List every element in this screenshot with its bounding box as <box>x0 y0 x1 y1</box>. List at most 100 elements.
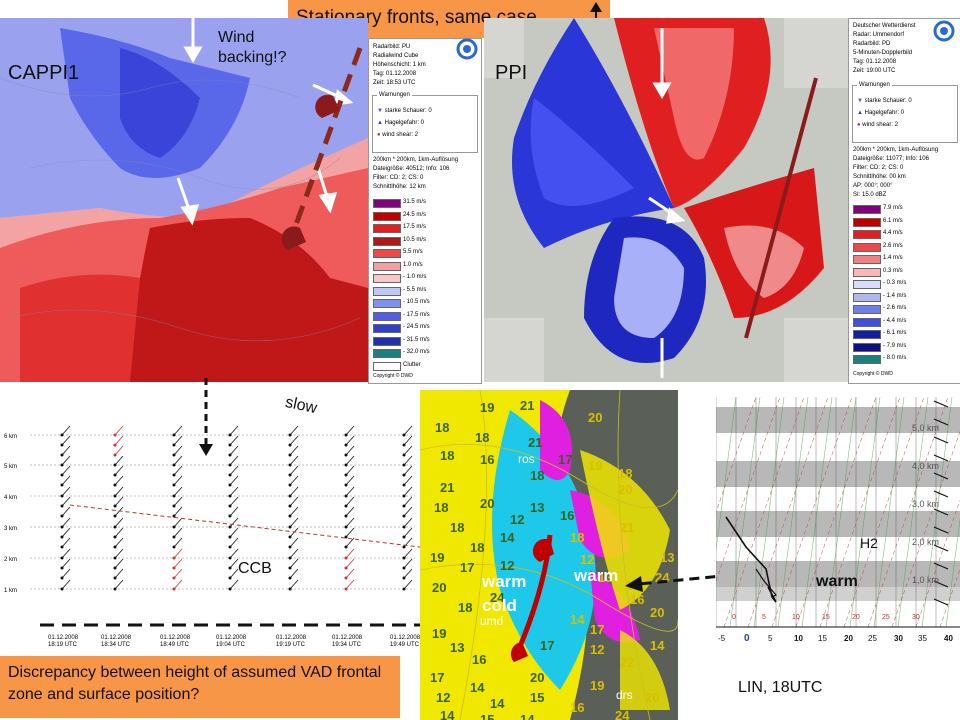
wind-barb <box>114 425 124 436</box>
station-value: 22 <box>620 655 635 670</box>
scale-label: 4.4 m/s <box>883 230 903 236</box>
scale-label: - 1.0 m/s <box>403 274 427 280</box>
wind-barb <box>114 517 124 528</box>
scale-label: 17.5 m/s <box>403 224 427 230</box>
wind-barb <box>289 579 299 590</box>
time-date: 01.12.2008 <box>276 635 307 641</box>
ppi-overlay-arrows <box>648 28 818 378</box>
warnings-box: Warnungen ▼ starke Schauer: 0 ▲ Hagelgef… <box>372 92 478 153</box>
sounding-height-label: 3,0 km <box>912 499 939 509</box>
scale-label: 1.0 m/s <box>403 261 423 268</box>
warn-item-label: starke Schauer: 0 <box>384 108 432 114</box>
scale-swatch <box>373 361 401 371</box>
station-value: 14 <box>570 612 585 627</box>
station-value: 13 <box>660 550 675 565</box>
wind-barb <box>289 548 299 559</box>
wind-barb <box>345 425 355 436</box>
wind-barb <box>173 445 183 456</box>
ppi-radar-map <box>484 18 848 382</box>
wind-barb <box>403 527 413 538</box>
warn-wind-shear: ● wind shear: 2 <box>377 132 418 138</box>
scale-label: - 7.9 m/s <box>883 342 907 349</box>
sounding-height-label: 4,0 km <box>912 461 939 471</box>
wind-barb <box>61 496 71 507</box>
mixing-ratio-line <box>716 397 737 552</box>
warn-item-label: starke Schauer: 0 <box>864 98 912 104</box>
wind-barb <box>933 436 949 444</box>
time-date: 01.12.2008 <box>216 635 247 641</box>
dwd-logo <box>456 38 478 60</box>
scale-swatch <box>373 336 401 346</box>
time-utc: 18:19 UTC <box>48 642 78 648</box>
wind-barb <box>345 445 355 456</box>
station-value: 17 <box>430 670 445 685</box>
station-value: 18 <box>458 600 473 615</box>
dry-adiabat <box>819 397 901 628</box>
cappi1-legend-panel: Radarbild: PU Radialwind Cube Höhenschic… <box>368 38 482 384</box>
warnings-title: Warnungen <box>857 82 892 88</box>
mixing-ratio-line <box>897 397 929 628</box>
scale-label: - 1.4 m/s <box>883 292 907 299</box>
info-meta: Filter: CD: 2; CS: 0 <box>853 165 904 171</box>
wind-barb <box>173 579 183 590</box>
wind-barb <box>229 445 239 456</box>
scale-label: - 0.3 m/s <box>883 280 907 286</box>
scale-swatch <box>373 236 401 246</box>
wind-barb <box>289 465 299 476</box>
triangle-up-icon: ▲ <box>377 120 383 126</box>
height-label: 4 km <box>4 495 17 501</box>
station-value: 15 <box>480 712 495 720</box>
red-scale-label: 30 <box>912 614 920 621</box>
wind-barb <box>933 454 949 462</box>
wind-barb <box>289 435 299 446</box>
mixing-ratio-line <box>825 397 857 628</box>
wind-barb <box>229 465 239 476</box>
station-drs: drs <box>616 688 633 702</box>
scale-label: 7.9 m/s <box>883 205 903 211</box>
x-axis-label: 5 <box>768 634 773 643</box>
x-axis-label: 30 <box>894 634 903 643</box>
wind-barb <box>61 537 71 548</box>
wind-barb <box>114 475 124 486</box>
station-ros: ros <box>518 452 535 466</box>
wind-barb <box>114 455 124 466</box>
triangle-up-icon: ▲ <box>857 110 863 116</box>
dot-icon: ● <box>857 122 861 128</box>
scale-swatch <box>853 292 881 302</box>
station-value: 16 <box>472 652 487 667</box>
wind-barb <box>289 558 299 569</box>
wind-barb <box>289 496 299 507</box>
wind-barb <box>229 579 239 590</box>
wind-barb <box>173 475 183 486</box>
scale-swatch <box>853 305 881 314</box>
station-value: 13 <box>598 570 613 585</box>
wind-barb <box>289 537 299 548</box>
sounding-height-label: 1,0 km <box>912 575 939 585</box>
time-utc: 19:34 UTC <box>332 642 362 648</box>
wind-barb <box>61 568 71 579</box>
scale-label: - 6.1 m/s <box>883 330 907 336</box>
wind-barb <box>933 562 949 570</box>
sounding-h2-label: H2 <box>860 535 878 551</box>
warn-item-label: wind shear: 2 <box>382 132 418 138</box>
scale-swatch <box>853 205 881 214</box>
wind-barb <box>403 506 413 517</box>
station-value: 20 <box>480 496 495 511</box>
time-date: 01.12.2008 <box>332 635 363 641</box>
scale-swatch <box>373 211 401 221</box>
wind-barb <box>61 435 71 446</box>
frontal-zone-line <box>69 504 420 548</box>
caption-text: Discrepancy between height of assumed VA… <box>8 664 382 703</box>
station-value: 18 <box>570 530 585 545</box>
wind-barb <box>345 517 355 528</box>
station-value: 24 <box>490 590 505 605</box>
dot-icon: ● <box>377 132 381 138</box>
dry-adiabat <box>915 499 960 628</box>
station-value: 18 <box>435 420 450 435</box>
wind-barb <box>229 435 239 446</box>
layer-band <box>716 587 960 601</box>
red-scale-label: 20 <box>852 614 860 621</box>
warn-hail: ▲ Hagelgefahr: 0 <box>857 110 904 116</box>
wind-barb <box>345 558 355 569</box>
time-utc: 19:49 UTC <box>390 642 420 648</box>
